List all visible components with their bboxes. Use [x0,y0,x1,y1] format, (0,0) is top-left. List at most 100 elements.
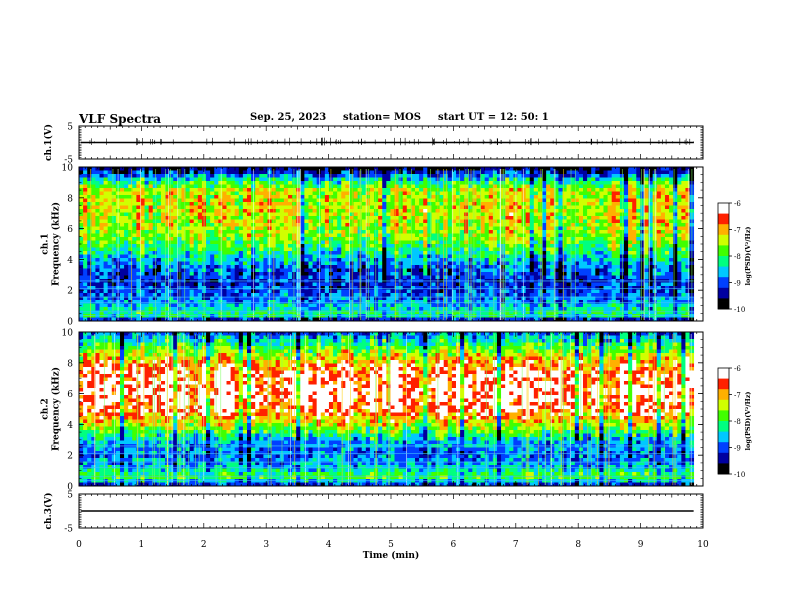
ch1-spectrogram-cell [505,195,510,199]
ch1-spectrogram-cell [140,258,145,262]
ch1-spectrogram-cell [140,191,145,196]
ch1-spectrogram-cell [677,265,682,269]
ch1-spectrogram-cell [296,237,301,241]
ch1-spectrogram-cell [242,251,248,255]
ch1-spectrogram-cell [509,184,514,189]
ch1-spectrogram-cell [91,188,96,192]
ch1-spectrogram-cell [419,251,424,255]
ch1-spectrogram-cell [517,205,522,210]
ch1-spectrogram-cell [238,198,244,203]
ch1-spectrogram-cell [669,251,674,255]
ch1-spectrogram-cell [296,177,301,182]
ch1-spectrogram-cell [664,247,670,252]
ch1-spectrogram-cell [382,191,387,196]
ch1-spectrogram-cell [165,198,170,203]
ch1-spectrogram-cell [472,265,477,269]
ch1-spectrogram-cell [587,233,592,238]
ch1-spectrogram-cell [468,212,473,217]
ch1-spectrogram-cell [669,265,674,269]
ch1-spectrogram-cell [415,226,420,231]
ch1-spectrogram-cell [673,244,678,248]
ch1-spectrogram-cell [374,177,379,182]
ch1-spectrogram-cell [152,254,158,259]
ch1-spectrogram-cell [132,202,137,206]
ch1-spectrogram-cell [554,258,559,262]
ch1-spectrogram-cell [648,237,654,241]
ch1-spectrogram-cell [287,216,293,220]
ch1-spectrogram-cell [447,205,453,210]
ch1-spectrogram-cell [283,181,289,185]
ch1-spectrogram-cell [353,219,359,224]
ch1-spectrogram-cell [390,177,395,182]
ch1-spectrogram-cell [95,202,100,206]
ch1-spectrogram-cell [521,167,527,171]
ch1-spectrogram-cell [103,170,109,175]
ch1-spectrogram-cell [107,191,113,196]
ch1-spectrogram-cell [587,226,592,231]
ch1-spectrogram-cell [103,230,109,234]
ch1-spectrogram-cell [91,223,96,227]
ch1-spectrogram-cell [595,230,600,234]
ch1-spectrogram-cell [640,230,645,234]
ch1-spectrogram-cell [275,188,281,192]
ch1-spectrogram-cell [87,230,92,234]
ch1-spectrogram-cell [443,254,449,259]
ch1-spectrogram-cell [390,265,395,269]
ch1-spectrogram-cell [300,170,305,175]
ch1-spectrogram-cell [267,219,272,224]
ch1-spectrogram-cell [214,237,219,241]
ch1-spectrogram-cell [525,230,531,234]
ch1-spectrogram-cell [472,219,477,224]
ch1-spectrogram-cell [369,216,375,220]
ch1-spectrogram-cell [636,170,641,175]
ch1-spectrogram-cell [419,202,424,206]
ch1-spectrogram-cell [648,258,654,262]
ch1-spectrogram-cell [554,212,559,217]
ch1-spectrogram-cell [607,209,613,213]
ch1-spectrogram-cell [476,265,481,269]
ch1-spectrogram-cell [152,261,158,266]
ch1-spectrogram-cell [669,254,674,259]
ch1-spectrogram-cell [99,174,104,178]
ch1-spectrogram-cell [410,258,416,262]
ch1-spectrogram-cell [464,247,469,252]
ch1-spectrogram-cell [156,251,162,255]
ch1-spectrogram-cell [242,265,248,269]
ch1-spectrogram-cell [132,247,137,252]
ch1-spectrogram-cell [419,195,424,199]
ch1-spectrogram-cell [349,191,354,196]
ch1-spectrogram-cell [587,237,592,241]
ch1-spectrogram-cell [378,247,383,252]
ch1-spectrogram-cell [537,244,543,248]
ch1-spectrogram-cell [296,195,301,199]
ch1-spectrogram-cell [95,205,100,210]
ch1-spectrogram-cell [218,202,223,206]
ch1-spectrogram-cell [193,240,199,245]
ch1-spectrogram-cell [189,240,195,245]
ch1-spectrogram-cell [181,230,186,234]
ch1-spectrogram-cell [152,198,158,203]
ch1-spectrogram-cell [472,174,477,178]
ch1-spectrogram-cell [427,170,432,175]
ch1-spectrogram-cell [152,188,158,192]
ch1-spectrogram-cell [189,198,195,203]
ch1-spectrogram-cell [603,233,608,238]
ch1-spectrogram-cell [628,216,633,220]
ch1-spectrogram-cell [484,244,490,248]
ch1-spectrogram-cell [247,167,252,171]
ch1-spectrogram-cell [283,184,289,189]
ch1-spectrogram-cell [279,223,285,227]
ch1-spectrogram-cell [83,198,88,203]
ch1-spectrogram-cell [156,212,162,217]
ch1-spectrogram-cell [685,254,690,259]
ch1-spectrogram-cell [304,184,309,189]
ch1-spectrogram-cell [79,258,84,262]
ch1-spectrogram-cell [664,202,670,206]
ch1-spectrogram-cell [419,219,424,224]
ch1-spectrogram-cell [550,237,555,241]
ch1-spectrogram-cell [402,219,408,224]
ch1-spectrogram-cell [226,198,232,203]
ch1-spectrogram-cell [669,195,674,199]
ch1-spectrogram-cell [492,251,498,255]
ch1-spectrogram-cell [99,184,104,189]
